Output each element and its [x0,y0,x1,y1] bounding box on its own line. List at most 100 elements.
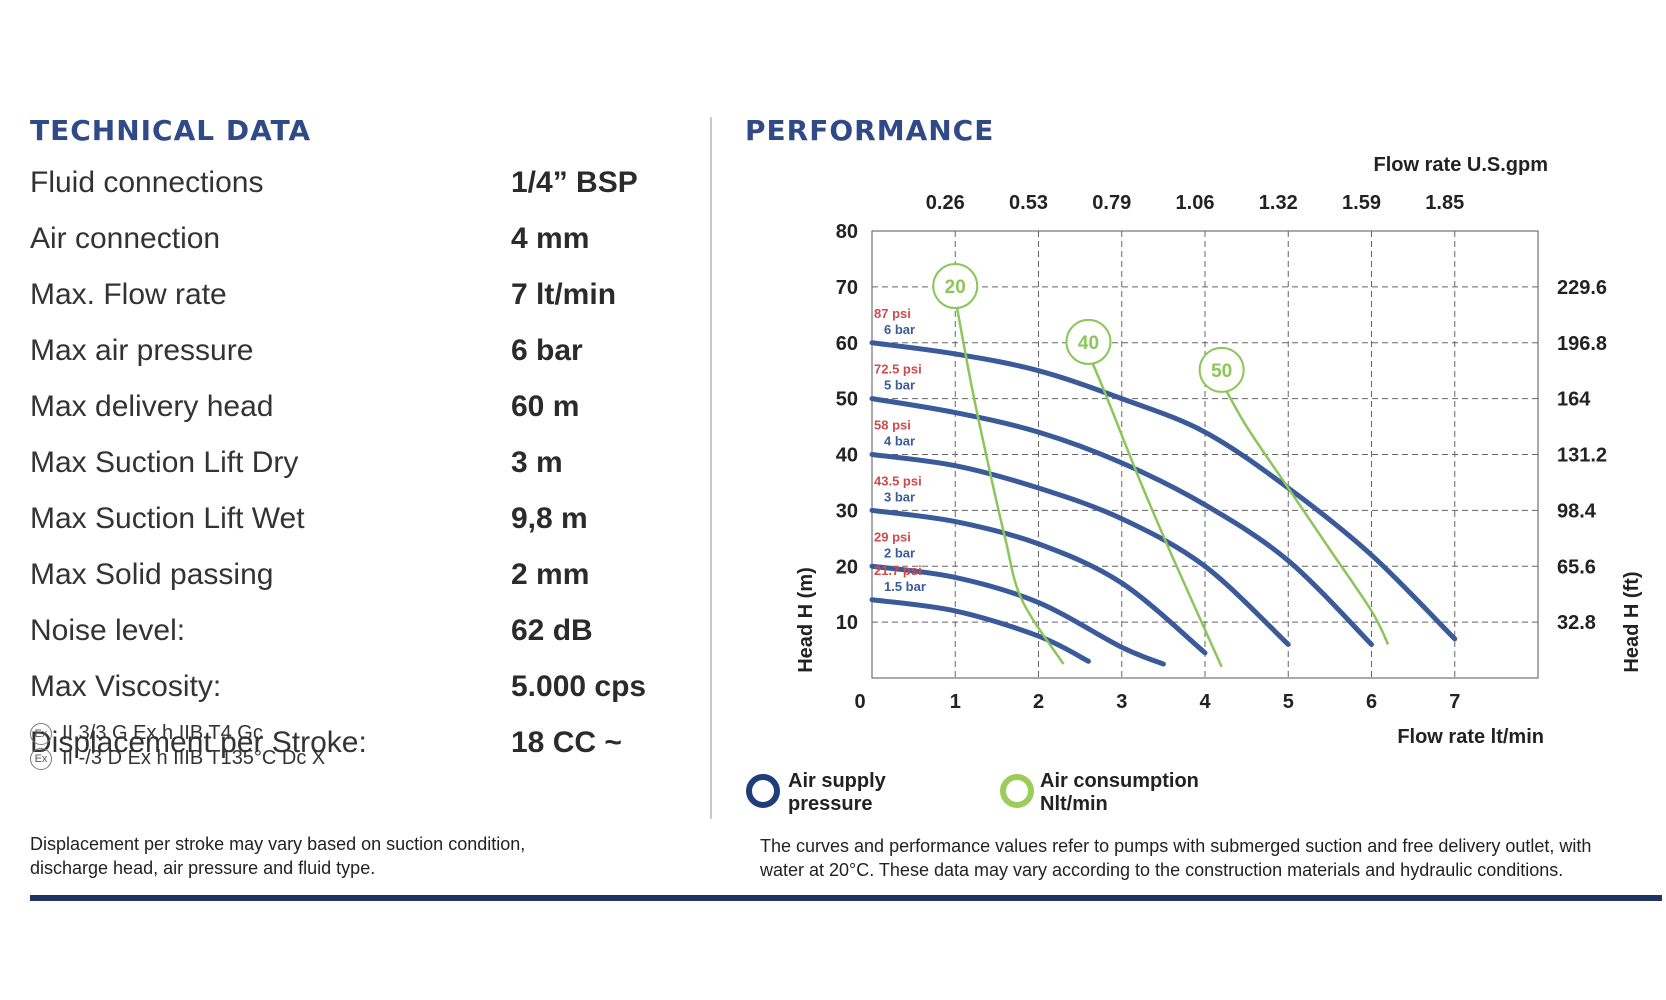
spec-row: Max delivery head 60 m [30,390,690,446]
x-tick-label: 7 [1449,691,1460,713]
x-tick-label: 2 [1033,691,1044,713]
bar-label: 4 bar [884,434,915,449]
spec-row: Noise level: 62 dB [30,614,690,670]
performance-note-line-1: The curves and performance values refer … [760,836,1592,856]
spec-label: Max delivery head [30,390,274,423]
spec-value: 60 m [511,390,580,423]
spec-label: Max air pressure [30,334,254,367]
air-consumption-label: 50 [1211,361,1232,382]
spec-value: 62 dB [511,614,593,647]
air-supply-legend-line-1: Air supply [788,770,886,792]
y-tick-label: 30 [836,500,858,522]
top-tick-label: 1.85 [1425,192,1464,214]
displacement-note: Displacement per stroke may vary based o… [30,832,630,880]
performance-title: PERFORMANCE [745,114,995,147]
air-supply-legend: Air supply pressure [788,770,1008,816]
spec-label: Displacement per Stroke: [30,726,367,759]
y-tick-label: 20 [836,556,858,578]
air-consumption-label: 20 [945,277,966,298]
psi-label: 29 psi [874,529,911,544]
spec-value: 2 mm [511,558,590,591]
top-tick-label: 1.59 [1342,192,1381,214]
spec-label: Air connection [30,222,221,255]
air-consumption-badge [1198,346,1245,393]
spec-row: Max Viscosity: 5.000 cps [30,670,690,726]
atex-text-2: II -/3 D Ex h IIIB T135°C Dc X [62,747,326,769]
ex-mark-icon: Ex [30,747,52,770]
spec-label: Max Suction Lift Dry [30,446,299,479]
air-consumption-legend-line-1: Air consumption [1040,770,1199,792]
pressure-curve [869,340,1458,642]
y-tick-label: 40 [836,445,858,467]
spec-label: Max Solid passing [30,558,274,591]
performance-note: The curves and performance values refer … [760,834,1640,882]
spec-value: 9,8 m [511,502,588,535]
spec-label: Fluid connections [30,166,264,199]
right-tick-label: 65.6 [1557,556,1596,578]
spec-value: 4 mm [511,222,590,255]
psi-label: 43.5 psi [874,473,922,488]
pressure-curve [869,507,1208,656]
bottom-rule [30,895,1662,901]
pressure-curve [869,452,1291,647]
spec-row: Max. Flow rate 7 lt/min [30,278,690,334]
x-tick-label: 5 [1283,691,1294,713]
bar-label: 2 bar [884,545,915,560]
psi-label: 58 psi [874,418,911,433]
x-tick-label: 4 [1199,691,1211,713]
x-axis-title: Flow rate lt/min [1397,726,1544,748]
spec-row: Max Solid passing 2 mm [30,558,690,614]
right-tick-label: 229.6 [1557,277,1607,299]
y-tick-label: 10 [836,612,858,634]
spec-row: Displacement per Stroke: 18 CC ~ [30,726,690,782]
psi-label: 21.7 psi [874,563,922,578]
right-tick-label: 98.4 [1557,500,1597,522]
spec-label: Noise level: [30,614,186,647]
bar-label: 1.5 bar [884,579,926,594]
air-consumption-curve [954,297,1065,665]
pressure-curve [869,563,1166,667]
air-supply-legend-icon [746,774,780,808]
spec-row: Fluid connections 1/4” BSP [30,166,690,222]
x-tick-label: 6 [1366,691,1377,713]
psi-label: 87 psi [874,306,911,321]
y-axis-title-left: Head H (m) [795,567,817,673]
right-tick-label: 196.8 [1557,333,1607,355]
spec-value: 5.000 cps [511,670,647,703]
bar-label: 6 bar [884,322,915,337]
spec-label: Max Viscosity: [30,670,222,703]
air-supply-legend-line-2: pressure [788,793,873,815]
top-axis-title: Flow rate U.S.gpm [1374,154,1548,176]
displacement-note-line-2: discharge head, air pressure and fluid t… [30,858,376,878]
air-consumption-legend: Air consumption Nlt/min [1040,770,1260,816]
spec-row: Max Suction Lift Dry 3 m [30,446,690,502]
pressure-curve [869,597,1091,664]
bar-label: 3 bar [884,489,915,504]
x-tick-label: 0 [854,691,865,713]
atex-line-1: Ex II 3/3 G Ex h IIB T4 Gc [30,722,263,745]
air-consumption-curve [1220,381,1390,646]
y-tick-label: 60 [836,333,858,355]
air-consumption-curve [1087,353,1223,668]
top-tick-label: 1.06 [1176,192,1215,214]
section-divider [710,117,712,819]
atex-text-1: II 3/3 G Ex h IIB T4 Gc [62,722,263,744]
y-axis-title-right: Head H (ft) [1621,571,1643,672]
right-tick-label: 164 [1557,389,1591,411]
air-consumption-legend-icon [1000,774,1034,808]
psi-label: 72.5 psi [874,362,922,377]
air-consumption-badge [932,263,979,310]
spec-value: 3 m [511,446,563,479]
spec-value: 18 CC ~ [511,726,622,759]
right-tick-label: 131.2 [1557,445,1607,467]
y-tick-label: 80 [836,221,858,243]
bar-label: 5 bar [884,378,915,393]
right-tick-label: 32.8 [1557,612,1596,634]
y-tick-label: 70 [836,277,858,299]
air-consumption-label: 40 [1078,333,1099,354]
spec-label: Max. Flow rate [30,278,227,311]
performance-note-line-2: water at 20°C. These data may vary accor… [760,860,1564,880]
spec-value: 1/4” BSP [511,166,638,199]
spec-value: 6 bar [511,334,583,367]
